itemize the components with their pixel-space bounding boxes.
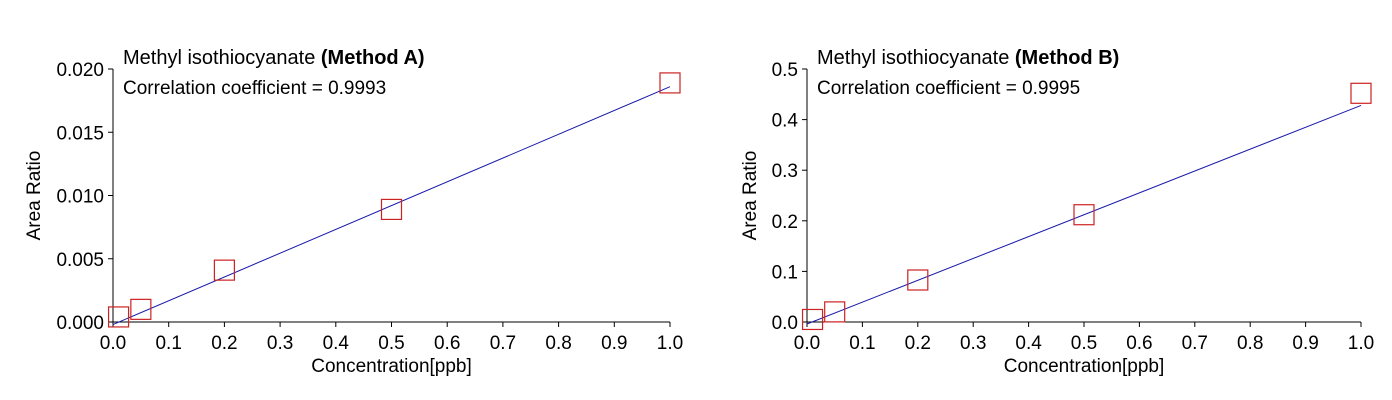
y-tick-label: 0.4: [772, 111, 799, 132]
data-point: [907, 269, 929, 291]
correlation-annotation: Correlation coefficient = 0.9993: [123, 78, 386, 99]
data-point: [659, 72, 681, 94]
y-tick-label: 0.0: [772, 313, 798, 334]
correlation-annotation: Correlation coefficient = 0.9995: [817, 78, 1080, 99]
x-tick-label: 0.1: [155, 333, 181, 354]
x-tick-label: 0.3: [267, 333, 293, 354]
x-tick-label: 0.1: [849, 333, 875, 354]
data-point: [824, 301, 846, 323]
x-tick-label: 0.6: [1126, 333, 1152, 354]
y-tick-label: 0.1: [772, 262, 798, 283]
x-tick-label: 0.3: [960, 333, 986, 354]
regression-line: [806, 104, 1362, 325]
chart-title-method: (Method B): [1015, 47, 1119, 69]
x-tick-label: 0.5: [378, 333, 404, 354]
data-point: [380, 198, 403, 221]
chart-method-b: Methyl isothiocyanate (Method B) Correla…: [740, 47, 1374, 377]
data-point: [1350, 82, 1372, 104]
data-point: [1073, 204, 1095, 226]
y-axis-title: Area Ratio: [740, 151, 761, 241]
x-tick-label: 0.5: [1071, 333, 1097, 354]
x-tick-label: 0.0: [794, 333, 820, 354]
y-tick-label: 0.2: [772, 212, 798, 233]
x-axis-title: Concentration[ppb]: [311, 356, 472, 377]
y-tick-label: 0.005: [56, 250, 104, 271]
y-tick-label: 0.5: [772, 60, 798, 81]
y-tick-label: 0.3: [772, 161, 798, 182]
chart-title-method: (Method A): [321, 47, 425, 69]
y-tick-label: 0.015: [56, 123, 104, 144]
x-tick-label: 0.7: [490, 333, 516, 354]
x-tick-label: 0.0: [100, 333, 126, 354]
x-tick-label: 1.0: [1348, 333, 1374, 354]
x-tick-label: 0.4: [323, 333, 350, 354]
chart-title: Methyl isothiocyanate (Method A): [123, 47, 425, 69]
x-tick-label: 0.9: [1292, 333, 1318, 354]
chart-title: Methyl isothiocyanate (Method B): [817, 47, 1119, 69]
y-tick-label: 0.010: [56, 187, 104, 208]
chart-title-prefix: Methyl isothiocyanate: [817, 47, 1015, 69]
x-tick-label: 0.8: [1237, 333, 1263, 354]
data-point: [130, 298, 152, 320]
x-tick-label: 0.6: [434, 333, 460, 354]
x-tick-label: 0.2: [905, 333, 931, 354]
x-tick-label: 0.9: [601, 333, 627, 354]
x-tick-label: 0.2: [211, 333, 237, 354]
x-tick-label: 1.0: [657, 333, 683, 354]
data-point: [213, 259, 235, 281]
x-tick-label: 0.7: [1182, 333, 1208, 354]
x-tick-label: 0.4: [1015, 333, 1042, 354]
chart-title-prefix: Methyl isothiocyanate: [123, 47, 321, 69]
y-axis-title: Area Ratio: [24, 151, 45, 241]
data-point: [107, 306, 130, 328]
data-point: [801, 308, 824, 331]
chart-method-a: Methyl isothiocyanate (Method A) Correla…: [24, 47, 683, 377]
regression-line: [112, 86, 671, 325]
x-axis-title: Concentration[ppb]: [1004, 356, 1165, 377]
x-tick-label: 0.8: [545, 333, 571, 354]
y-tick-label: 0.000: [56, 313, 104, 334]
y-tick-label: 0.020: [56, 60, 104, 81]
